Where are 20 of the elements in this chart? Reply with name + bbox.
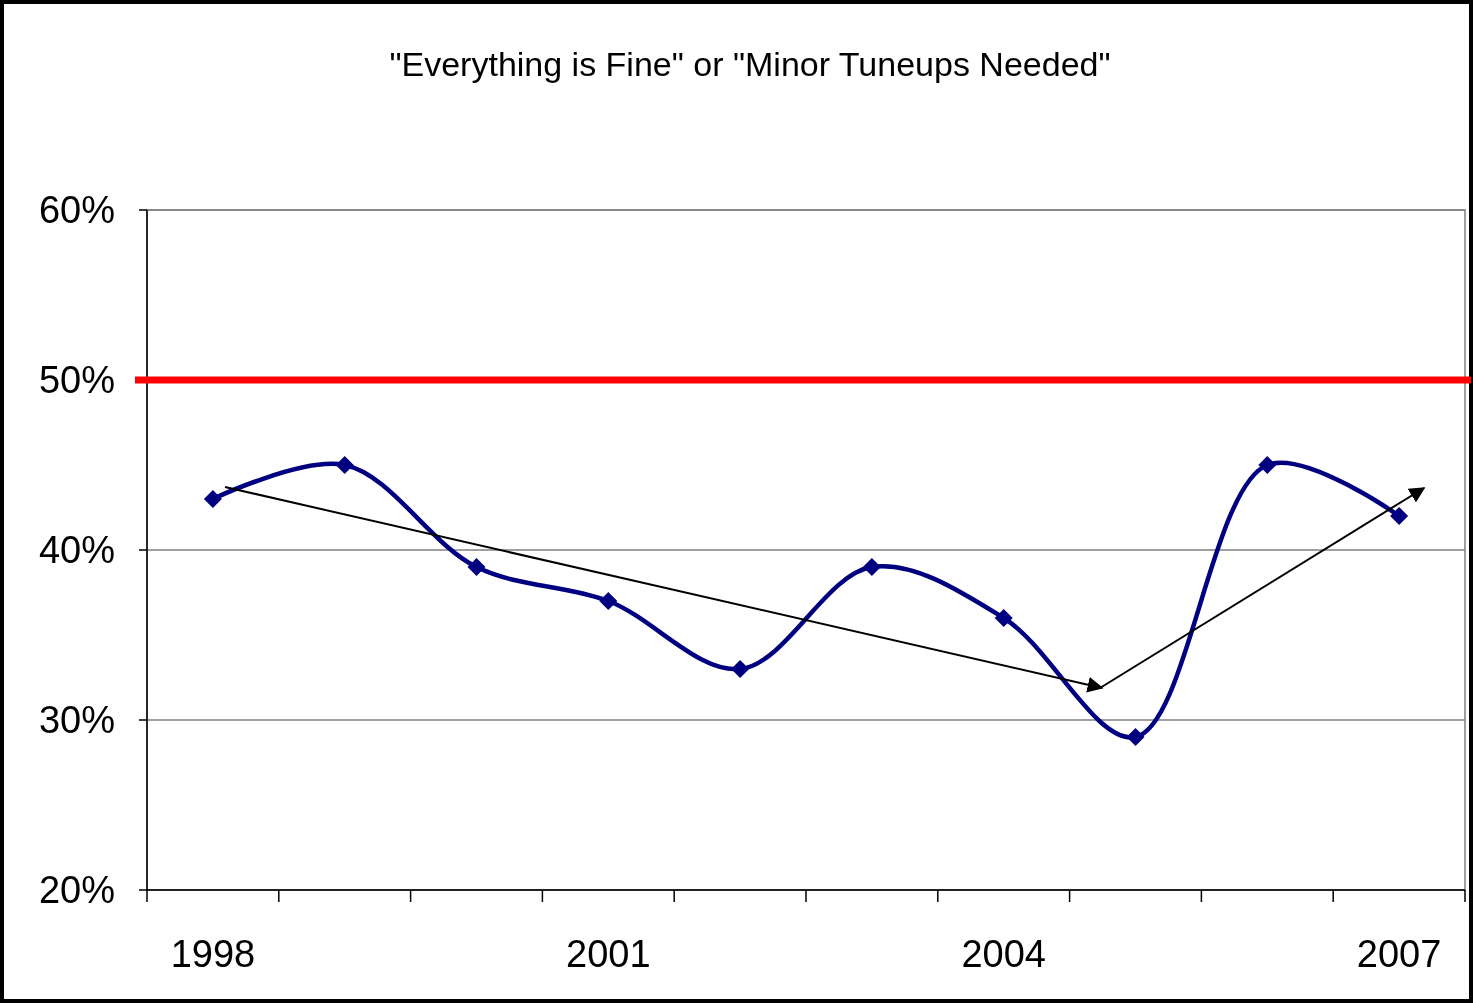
y-tick-label: 40% [38,529,115,572]
point [599,592,618,610]
y-tick-label: 60% [38,189,115,232]
point [335,456,354,474]
point [467,558,486,576]
point [862,558,881,576]
y-tick-label: 30% [38,699,115,742]
y-tick-label: 50% [38,359,115,402]
point [203,490,222,508]
point [1126,728,1145,746]
point [1258,456,1277,474]
x-tick-label: 2007 [1356,933,1442,975]
point [731,660,750,678]
chart-title: "Everything is Fine" or "Minor Tuneups Needed" [389,45,1111,83]
point [994,609,1013,627]
x-tick-label: 2001 [566,933,651,975]
y-tick-label: 20% [38,869,115,912]
point [1390,507,1409,525]
x-tick-label: 1998 [170,933,256,975]
x-tick-label: 2004 [961,933,1046,975]
